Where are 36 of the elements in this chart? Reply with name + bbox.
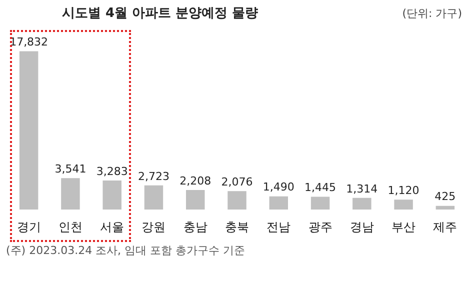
bar (19, 51, 38, 210)
bar (228, 191, 246, 210)
bar (352, 198, 372, 210)
text: (주) 2023.03.24 조사, 임대 포함 총가구수 기준 (6, 243, 246, 258)
bar (310, 196, 330, 210)
data-label: 1,314 (346, 182, 378, 196)
x-tick-label: 제주 (433, 220, 458, 234)
bar (394, 200, 413, 210)
x-tick-label: 경기 (16, 220, 41, 234)
x-tick-label: 충북 (225, 220, 249, 234)
chart-title: 시도별 4월 아파트 분양예정 물량 (60, 5, 260, 22)
bar (186, 190, 205, 210)
x-tick-label: 인천 (58, 220, 82, 234)
data-label: 3,541 (54, 162, 86, 176)
x-tick-label: 부산 (392, 220, 416, 234)
x-tick-label: 전남 (266, 220, 291, 234)
data-label: 1,120 (388, 184, 420, 198)
data-label: 1,490 (262, 180, 294, 194)
bar (144, 185, 164, 210)
data-label: 1,445 (304, 181, 336, 194)
bar (102, 180, 122, 210)
bar (436, 206, 455, 210)
data-label: 2,076 (221, 176, 253, 189)
x-tick-label: 충남 (183, 220, 208, 234)
text: (단위: 가구) (402, 6, 462, 21)
x-tick-label: 광주 (308, 220, 332, 234)
data-label: 2,208 (180, 174, 212, 188)
x-tick-label: 강원 (142, 220, 166, 234)
x-tick-label: 경남 (350, 220, 374, 234)
bar (269, 196, 288, 210)
bar (61, 178, 80, 210)
data-label: 425 (434, 190, 456, 204)
x-tick-label: 서울 (100, 220, 124, 234)
data-label: 2,723 (138, 170, 170, 183)
data-label: 17,832 (10, 36, 48, 49)
data-label: 3,283 (96, 164, 128, 178)
